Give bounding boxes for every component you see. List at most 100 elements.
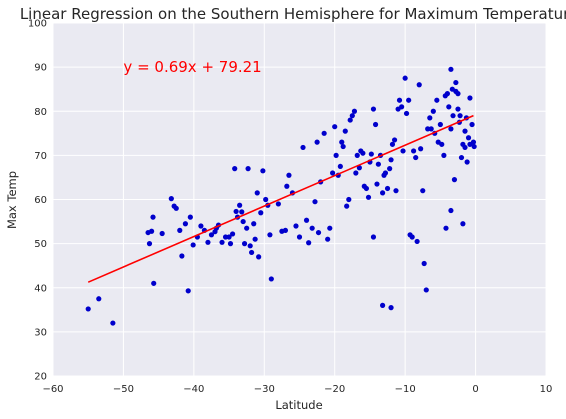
data-point bbox=[420, 188, 426, 194]
data-point bbox=[410, 148, 417, 154]
x-tick-labels: −60 −50 −40 −30 −20 −10 0 10 bbox=[42, 384, 552, 395]
data-point bbox=[249, 249, 255, 256]
data-point bbox=[427, 115, 433, 121]
data-point bbox=[226, 234, 232, 240]
x-tick-label: −10 bbox=[395, 384, 416, 395]
data-point bbox=[402, 75, 408, 81]
data-point bbox=[434, 97, 440, 103]
data-point bbox=[321, 130, 327, 136]
y-tick-label: 80 bbox=[34, 107, 47, 118]
y-tick-label: 100 bbox=[28, 19, 47, 30]
data-point bbox=[275, 201, 281, 207]
data-point bbox=[370, 234, 377, 240]
data-point bbox=[85, 306, 91, 312]
data-point bbox=[439, 141, 445, 147]
x-axis-label: Latitude bbox=[275, 398, 322, 412]
data-point bbox=[252, 236, 258, 242]
data-point bbox=[351, 108, 358, 114]
data-point bbox=[448, 66, 454, 72]
data-point bbox=[258, 210, 264, 216]
data-point bbox=[451, 177, 458, 183]
data-point bbox=[254, 190, 260, 196]
data-point bbox=[470, 139, 477, 145]
data-point bbox=[233, 208, 239, 215]
scatter-points bbox=[85, 66, 477, 326]
data-point bbox=[146, 241, 153, 247]
data-point bbox=[306, 240, 312, 246]
data-point bbox=[182, 221, 189, 227]
data-point bbox=[467, 95, 473, 101]
data-point bbox=[177, 227, 183, 233]
data-point bbox=[314, 139, 320, 145]
data-point bbox=[370, 106, 377, 112]
x-tick-label: −40 bbox=[183, 384, 204, 395]
data-point bbox=[453, 79, 459, 86]
data-point bbox=[406, 97, 412, 103]
grid-lines bbox=[52, 22, 547, 377]
data-point bbox=[418, 146, 424, 152]
data-point bbox=[460, 221, 466, 227]
data-point bbox=[448, 126, 454, 132]
data-point bbox=[251, 221, 257, 227]
data-point bbox=[448, 207, 454, 214]
data-point bbox=[179, 253, 185, 259]
data-point bbox=[260, 168, 266, 174]
data-point bbox=[185, 288, 191, 294]
y-tick-label: 60 bbox=[34, 195, 47, 206]
data-point bbox=[284, 183, 290, 189]
data-point bbox=[409, 234, 415, 240]
data-point bbox=[240, 218, 246, 225]
data-point bbox=[333, 152, 339, 158]
data-point bbox=[387, 166, 393, 172]
data-point bbox=[421, 260, 427, 267]
data-point bbox=[315, 229, 322, 236]
x-tick-label: 0 bbox=[472, 384, 478, 395]
data-point bbox=[337, 163, 343, 170]
data-point bbox=[388, 157, 394, 163]
data-point bbox=[441, 152, 447, 158]
data-point bbox=[349, 113, 355, 119]
data-point bbox=[413, 154, 419, 161]
data-point bbox=[110, 320, 116, 326]
y-tick-label: 50 bbox=[34, 239, 47, 250]
data-point bbox=[388, 305, 394, 311]
data-point bbox=[330, 170, 336, 176]
data-point bbox=[375, 161, 381, 167]
data-point bbox=[208, 232, 215, 238]
data-point bbox=[393, 188, 399, 194]
data-point bbox=[263, 196, 269, 203]
y-tick-label: 20 bbox=[34, 372, 47, 383]
data-point bbox=[340, 143, 346, 150]
data-point bbox=[368, 151, 374, 157]
data-point bbox=[325, 236, 331, 242]
data-point bbox=[437, 121, 443, 128]
data-point bbox=[462, 144, 468, 151]
data-point bbox=[389, 141, 396, 147]
data-point bbox=[342, 128, 348, 134]
x-tick-label: −60 bbox=[42, 384, 63, 395]
chart-title: Linear Regression on the Southern Hemisp… bbox=[20, 5, 566, 23]
data-point bbox=[229, 231, 236, 237]
data-point bbox=[444, 91, 450, 97]
regression-equation-annotation: y = 0.69x + 79.21 bbox=[123, 58, 261, 76]
data-point bbox=[356, 165, 362, 171]
data-point bbox=[400, 148, 406, 154]
y-tick-label: 30 bbox=[34, 327, 47, 338]
x-tick-label: −20 bbox=[324, 384, 345, 395]
data-point bbox=[245, 166, 251, 172]
y-tick-label: 90 bbox=[34, 63, 47, 74]
data-point bbox=[365, 194, 372, 200]
data-point bbox=[312, 199, 318, 205]
y-axis-label: Max Temp bbox=[5, 171, 19, 229]
data-point bbox=[327, 225, 333, 231]
data-point bbox=[457, 113, 463, 119]
data-point bbox=[241, 241, 248, 247]
regression-line-group bbox=[87, 114, 474, 283]
data-point bbox=[416, 82, 422, 88]
data-point bbox=[346, 196, 352, 203]
data-point bbox=[430, 108, 436, 114]
data-point bbox=[423, 287, 429, 293]
data-point bbox=[150, 214, 156, 220]
data-point bbox=[168, 196, 174, 202]
data-point bbox=[282, 227, 289, 233]
